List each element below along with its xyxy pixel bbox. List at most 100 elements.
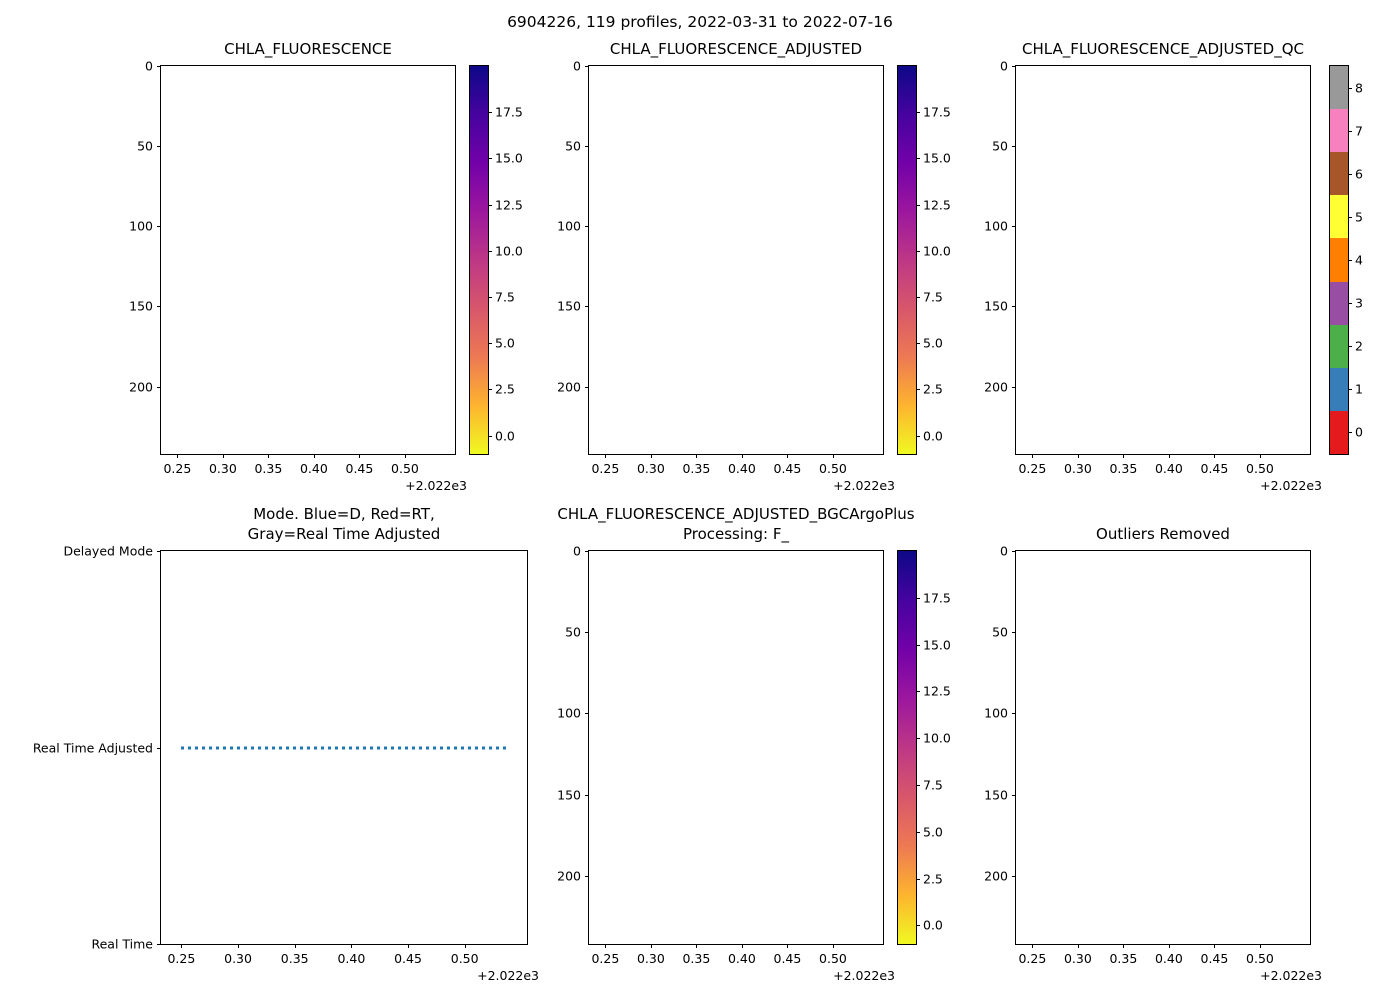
x-tick-mark [222,454,224,458]
x-tick-mark [1032,944,1034,948]
colorbar-tick-label: 2.5 [923,871,943,886]
colorbar-tick-label: 10.0 [495,243,523,259]
x-tick-label: 0.25 [1018,951,1047,966]
x-axis-offset-label: +2.022e3 [833,968,895,983]
y-tick-label: 50 [137,138,153,154]
y-tick-mark [157,226,161,228]
y-tick-mark [157,306,161,308]
y-tick-mark [585,386,589,388]
y-tick-mark [1012,226,1016,228]
y-tick-label: 150 [984,298,1008,314]
y-tick-mark [585,66,589,67]
x-tick-label: 0.30 [208,461,237,476]
colorbar-tick-mark [916,204,920,206]
x-tick-label: 0.30 [224,951,252,966]
colorbar-tick-mark [916,691,920,693]
colorbar-tick-mark [916,597,920,599]
x-tick-mark [1123,454,1125,458]
colorbar-band [1330,66,1348,110]
x-tick-mark [177,454,179,458]
x-tick-mark [696,944,698,948]
y-tick-mark [157,747,161,749]
x-tick-mark [1123,944,1125,948]
colorbar-chla-fluorescence-adjusted: 0.0 2.5 5.0 7.5 10.0 12.5 15.0 17.5 [897,65,951,455]
x-tick-mark [832,944,834,948]
x-tick-label: 0.40 [1154,461,1183,476]
colorbar-tick-label: 8 [1355,80,1363,96]
x-tick-mark [605,944,607,948]
x-tick-label: 0.50 [391,461,419,476]
x-tick-label: 0.45 [1200,951,1229,966]
x-tick-mark [181,944,183,948]
colorbar-tick-label: 0 [1355,424,1363,440]
x-axis-offset-label: +2.022e3 [1260,968,1322,983]
x-tick-label: 0.40 [727,951,756,966]
y-tick-label: 0 [573,543,581,559]
x-tick-mark [1077,944,1079,948]
colorbar-tick-mark [916,878,920,880]
y-tick-mark [585,713,589,715]
y-tick-label: 0 [145,58,153,74]
x-tick-label: 0.50 [1246,461,1274,476]
y-tick-label: 50 [992,138,1008,154]
x-tick-label: 0.35 [1109,951,1138,966]
colorbar-tick-label: 12.5 [923,683,951,699]
y-category-label: Real Time Adjusted [32,740,153,755]
x-tick-label: 0.45 [773,461,802,476]
colorbar-tick-mark [488,204,492,206]
x-tick-mark [359,454,361,458]
axes-chla-fluorescence-adjusted: CHLA_FLUORESCENCE_ADJUSTED 0.25 0.30 0.35 0… [557,40,895,494]
colorbar-tick-label: 12.5 [923,197,951,213]
colorbar-tick-mark [488,250,492,252]
axes-title-chla-fluorescence-adjusted-bgcargoplus: CHLA_FLUORESCENCE_ADJUSTED_BGCArgoPlus P… [557,505,915,543]
x-axis-offset-label: +2.022e3 [833,478,895,493]
y-category-label: Delayed Mode [63,543,153,559]
colorbar-qc-flags: 0 1 2 3 4 5 6 7 8 [1329,65,1363,455]
colorbar-band [1330,195,1348,239]
x-tick-mark [268,454,270,458]
x-tick-label: 0.30 [1063,461,1092,476]
y-tick-mark [1012,875,1016,877]
colorbar-tick-mark [1348,173,1352,175]
colorbar-tick-label: 15.0 [923,150,951,166]
x-tick-label: 0.40 [1154,951,1183,966]
x-tick-label: 0.35 [1109,461,1138,476]
x-tick-mark [787,454,789,458]
y-tick-label: 100 [984,705,1008,721]
colorbar-tick-label: 4 [1355,252,1363,268]
y-tick-mark [585,632,589,634]
x-tick-label: 0.45 [1200,461,1229,476]
axes-chla-fluorescence: CHLA_FLUORESCENCE 0.25 0.30 0.35 0.40 0.45 0.… [129,40,467,494]
x-tick-label: 0.25 [591,951,620,966]
colorbar-tick-label: 10.0 [923,730,951,746]
y-tick-mark [1012,794,1016,796]
x-tick-label: 0.30 [636,951,665,966]
y-tick-mark [1012,66,1016,67]
colorbar-band [1330,410,1348,454]
colorbar-tick-mark [916,112,920,114]
x-tick-mark [696,454,698,458]
x-tick-mark [1168,944,1170,948]
axes-outliers-removed: Outliers Removed 0.25 0.30 0.35 0.40 0.45 0.5… [984,525,1322,984]
figure-title: 6904226, 119 profiles, 2022-03-31 to 202… [507,13,893,31]
x-tick-mark [741,944,743,948]
x-axis-offset-label: +2.022e3 [405,478,467,493]
x-tick-mark [1214,944,1216,948]
x-tick-label: 0.25 [1018,461,1047,476]
x-tick-label: 0.50 [1246,951,1274,966]
x-tick-mark [464,944,466,948]
x-tick-label: 0.25 [163,461,192,476]
colorbar-tick-mark [1348,389,1352,391]
y-tick-label: 150 [557,787,581,803]
y-tick-label: 50 [565,624,581,640]
colorbar-tick-label: 0.0 [495,428,515,444]
y-tick-label: 100 [984,218,1008,234]
colorbar-tick-mark [1348,87,1352,89]
x-tick-mark [238,944,240,948]
y-tick-label: 150 [984,787,1008,803]
x-tick-mark [1259,454,1261,458]
colorbar-tick-label: 7.5 [923,289,943,305]
x-tick-mark [605,454,607,458]
x-axis-offset-label: +2.022e3 [1260,478,1322,493]
y-tick-mark [1012,632,1016,634]
